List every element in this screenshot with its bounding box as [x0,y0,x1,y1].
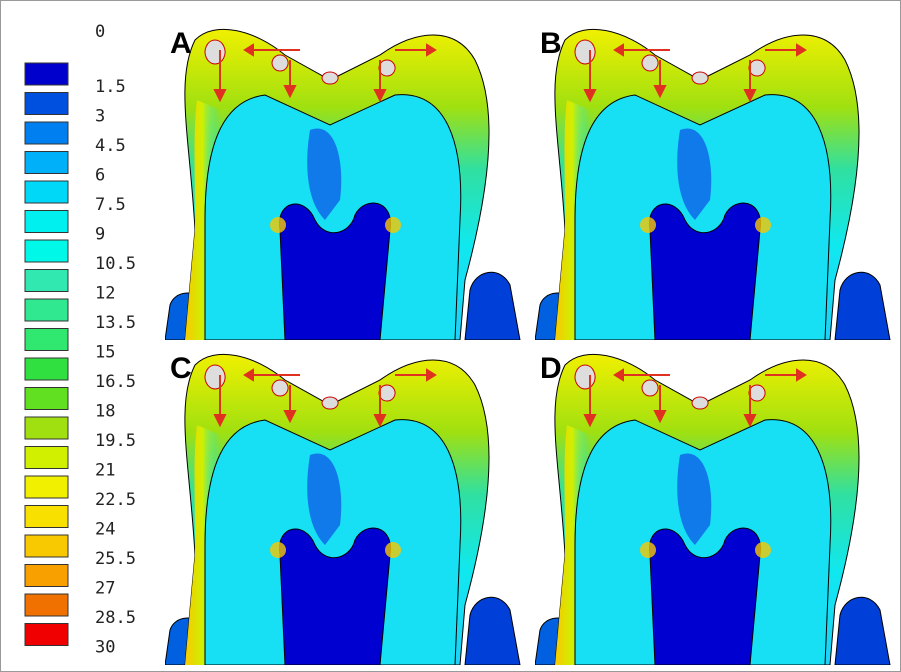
legend-label: 22.5 [95,490,136,510]
panels: A B C D [165,20,895,665]
figure: 0 1.5 3 4.5 6 7.5 9 10.5 12 13.5 15 16.5 18 19.5 21 22.… [0,0,901,672]
legend-swatch [25,565,68,587]
legend-label: 16.5 [95,372,136,392]
legend-label: 4.5 [95,136,126,156]
panel-label: C [170,352,192,385]
panel-label: A [170,27,192,60]
legend-swatch [25,240,68,262]
tooth-panel [165,345,525,665]
legend-swatch [25,93,68,115]
legend-label: 7.5 [95,195,126,215]
legend-label: 24 [95,520,115,540]
legend-swatch [25,476,68,498]
panel-label: D [540,352,562,385]
legend-swatch [25,594,68,616]
legend-swatch [25,388,68,410]
legend-label: 28.5 [95,608,136,628]
legend-swatch [25,624,68,646]
legend-label: 21 [95,461,115,481]
legend: 0 1.5 3 4.5 6 7.5 9 10.5 12 13.5 15 16.5 18 19.5 21 22.… [25,22,136,658]
legend-swatch [25,329,68,351]
legend-swatch [25,299,68,321]
legend-swatch [25,181,68,203]
legend-label: 19.5 [95,431,136,451]
legend-swatch [25,152,68,174]
tooth-panel [535,345,895,665]
tooth-panel [165,20,525,340]
legend-label: 15 [95,343,115,363]
legend-swatch [25,270,68,292]
legend-label: 25.5 [95,549,136,569]
legend-label: 10.5 [95,254,136,274]
legend-label: 0 [95,22,105,42]
legend-swatch [25,122,68,144]
legend-swatch [25,358,68,380]
legend-label: 12 [95,284,115,304]
legend-label: 18 [95,402,115,422]
legend-label: 13.5 [95,313,136,333]
legend-label: 3 [95,107,105,127]
legend-label: 27 [95,579,115,599]
panel-label: B [540,27,562,60]
tooth-panel [535,20,895,340]
legend-label: 6 [95,166,105,186]
legend-swatch [25,211,68,233]
legend-swatch [25,447,68,469]
legend-swatch [25,506,68,528]
legend-label: 9 [95,225,105,245]
legend-swatch [25,63,68,85]
legend-label: 30 [95,638,115,658]
legend-label: 1.5 [95,77,126,97]
legend-swatch [25,535,68,557]
legend-swatch [25,417,68,439]
